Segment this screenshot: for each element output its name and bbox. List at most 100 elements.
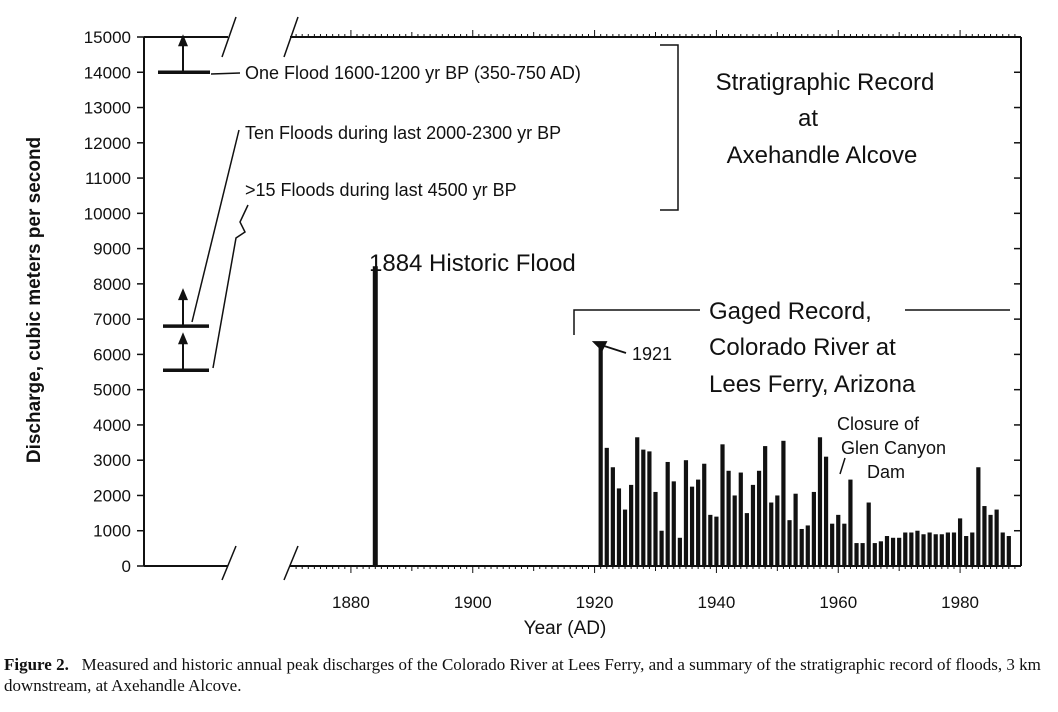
bar bbox=[957, 518, 963, 566]
year-1921-label: 1921 bbox=[632, 344, 672, 364]
bar bbox=[732, 495, 737, 566]
bar bbox=[982, 506, 987, 566]
y-tick-label: 13000 bbox=[84, 99, 131, 118]
y-axis-label: Discharge, cubic meters per second bbox=[24, 137, 45, 463]
bar bbox=[927, 532, 932, 566]
gaged-title-line-1: Gaged Record, bbox=[709, 298, 872, 325]
closure-line-1: Closure of bbox=[837, 414, 920, 434]
x-tick-label: 1940 bbox=[698, 593, 736, 612]
figure-caption: Figure 2. Measured and historic annual p… bbox=[4, 654, 1054, 696]
strat-title-line-2: at bbox=[798, 105, 818, 132]
x-tick-label: 1960 bbox=[819, 593, 857, 612]
gaged-title-line-3: Lees Ferry, Arizona bbox=[709, 371, 916, 398]
closure-line-3: Dam bbox=[867, 462, 905, 482]
bar bbox=[921, 534, 926, 566]
bar bbox=[878, 541, 883, 566]
ten-floods-label: Ten Floods during last 2000-2300 yr BP bbox=[245, 123, 561, 143]
bar bbox=[860, 543, 865, 566]
bar bbox=[945, 532, 950, 566]
chart-axes bbox=[143, 16, 1022, 581]
closure-line-2: Glen Canyon bbox=[841, 438, 946, 458]
bar bbox=[793, 493, 798, 566]
closure-leader bbox=[839, 457, 846, 475]
bar bbox=[964, 536, 969, 566]
bar bbox=[884, 536, 890, 566]
bar bbox=[659, 530, 664, 566]
fifteen-floods-label: >15 Floods during last 4500 yr BP bbox=[245, 180, 517, 200]
y-tick-label: 10000 bbox=[84, 204, 131, 223]
y-tick-label: 7000 bbox=[93, 310, 131, 329]
bar bbox=[689, 486, 695, 566]
historic-flood-label: 1884 Historic Flood bbox=[369, 250, 576, 277]
discharge-chart: 0 1000 2000 3000 4000 5000 6000 7000 8000 9000 100… bbox=[24, 16, 1022, 639]
y-tick-label: 2000 bbox=[93, 486, 131, 505]
bar bbox=[836, 514, 841, 566]
arrow-1921 bbox=[591, 341, 627, 354]
x-tick-label: 1900 bbox=[454, 593, 492, 612]
x-axis-label: Year (AD) bbox=[524, 618, 607, 639]
bar bbox=[616, 488, 622, 566]
bar bbox=[787, 520, 792, 566]
y-tick-label: 6000 bbox=[93, 345, 131, 364]
bar bbox=[653, 491, 658, 566]
y-tick-label: 9000 bbox=[93, 240, 131, 259]
bar bbox=[976, 467, 981, 566]
bar bbox=[781, 440, 786, 566]
paleo-leaders bbox=[191, 72, 249, 369]
paleo-arrow-head bbox=[178, 332, 188, 345]
bar bbox=[641, 449, 646, 566]
bar bbox=[848, 479, 853, 566]
bar bbox=[635, 437, 640, 566]
x-tick-label: 1920 bbox=[576, 593, 614, 612]
paleo-flood-markers bbox=[158, 34, 210, 373]
bar bbox=[726, 470, 731, 566]
y-tick-label: 1000 bbox=[93, 522, 131, 541]
bar bbox=[939, 534, 944, 566]
y-axis-ticks: 0 1000 2000 3000 4000 5000 6000 7000 8000 9000 100… bbox=[84, 28, 1021, 576]
bar bbox=[702, 463, 707, 566]
bar bbox=[738, 472, 743, 566]
x-axis-ticks: 1880 1900 1920 1940 1960 1980 bbox=[295, 30, 1016, 612]
bar bbox=[604, 447, 609, 566]
bar-series bbox=[372, 266, 1011, 566]
y-tick-label: 3000 bbox=[93, 451, 131, 470]
paleo-arrow-head bbox=[178, 288, 188, 301]
bar bbox=[890, 537, 896, 566]
bar bbox=[799, 528, 804, 566]
strat-bracket bbox=[660, 44, 679, 211]
y-tick-label: 4000 bbox=[93, 416, 131, 435]
bar bbox=[629, 484, 634, 566]
bar bbox=[708, 514, 713, 566]
bar bbox=[866, 502, 871, 566]
y-tick-label: 12000 bbox=[84, 134, 131, 153]
paleo-arrow-head bbox=[178, 34, 188, 47]
gaged-title-line-2: Colorado River at bbox=[709, 334, 896, 361]
bar bbox=[823, 456, 829, 566]
bar bbox=[714, 516, 719, 566]
caption-text: Measured and historic annual peak discha… bbox=[4, 655, 1041, 695]
bar bbox=[610, 467, 615, 566]
bar bbox=[1006, 536, 1011, 566]
bar bbox=[671, 481, 676, 566]
bar bbox=[811, 491, 816, 566]
bar bbox=[897, 537, 902, 566]
bar bbox=[805, 525, 810, 566]
bar bbox=[994, 509, 999, 566]
bar bbox=[775, 495, 780, 566]
bar bbox=[951, 532, 957, 566]
bar bbox=[854, 543, 859, 566]
caption-label: Figure 2. bbox=[4, 655, 69, 674]
bar bbox=[903, 532, 908, 566]
y-tick-label: 11000 bbox=[85, 169, 131, 188]
one-flood-label: One Flood 1600-1200 yr BP (350-750 AD) bbox=[245, 63, 581, 83]
bar bbox=[842, 523, 847, 566]
y-tick-label: 0 bbox=[122, 557, 131, 576]
bar bbox=[988, 514, 993, 566]
bar bbox=[817, 437, 823, 566]
bar bbox=[909, 532, 914, 566]
bar bbox=[598, 345, 603, 566]
bar bbox=[720, 444, 725, 566]
bar bbox=[830, 523, 835, 566]
gaged-bracket bbox=[573, 309, 1010, 335]
bar bbox=[647, 451, 652, 566]
